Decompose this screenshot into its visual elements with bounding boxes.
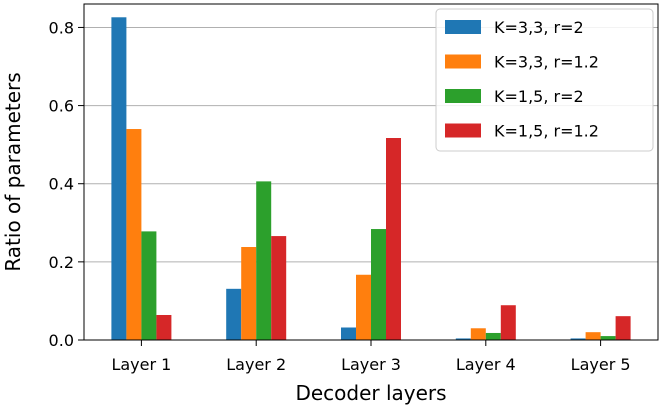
bar bbox=[570, 338, 586, 340]
bar bbox=[111, 17, 127, 340]
x-tick-label: Layer 4 bbox=[456, 355, 516, 374]
bar bbox=[600, 336, 616, 340]
bar bbox=[341, 327, 356, 340]
legend-swatch bbox=[445, 89, 481, 103]
bar bbox=[241, 247, 257, 340]
y-tick-label: 0.6 bbox=[49, 97, 74, 116]
y-tick-label: 0.0 bbox=[49, 331, 74, 350]
bar bbox=[386, 138, 401, 340]
bar bbox=[500, 305, 516, 340]
y-tick-label: 0.4 bbox=[49, 175, 74, 194]
bar bbox=[371, 229, 386, 340]
x-axis-title: Decoder layers bbox=[295, 381, 446, 405]
legend-label: K=1,5, r=2 bbox=[494, 87, 584, 106]
x-tick-label: Layer 2 bbox=[226, 355, 286, 374]
x-axis-ticks: Layer 1 Layer 2 Layer 3 Layer 4 Layer 5 bbox=[111, 340, 631, 374]
legend: K=3,3, r=2 K=3,3, r=1.2 K=1,5, r=2 K=1,5, r… bbox=[435, 8, 654, 152]
legend-label: K=1,5, r=1.2 bbox=[494, 122, 599, 141]
bar bbox=[256, 181, 272, 340]
bar bbox=[470, 328, 486, 340]
bar bbox=[271, 236, 287, 340]
legend-swatch bbox=[445, 20, 481, 34]
bar bbox=[126, 129, 142, 340]
y-axis-ticks: 0.0 0.2 0.4 0.6 0.8 bbox=[49, 18, 84, 350]
x-tick-label: Layer 5 bbox=[571, 355, 631, 374]
legend-box bbox=[435, 8, 654, 152]
y-axis-title: Ratio of parameters bbox=[1, 72, 25, 271]
bar bbox=[455, 338, 471, 340]
bar bbox=[141, 231, 157, 340]
bars bbox=[111, 17, 631, 340]
bar bbox=[585, 332, 601, 340]
legend-swatch bbox=[445, 123, 481, 138]
x-tick-label: Layer 3 bbox=[341, 355, 401, 374]
y-tick-label: 0.8 bbox=[49, 18, 74, 37]
legend-label: K=3,3, r=2 bbox=[494, 18, 584, 37]
legend-swatch bbox=[445, 54, 481, 69]
bar bbox=[356, 274, 371, 340]
y-tick-label: 0.2 bbox=[49, 253, 74, 272]
bar bbox=[156, 314, 172, 340]
bar bbox=[226, 288, 242, 340]
x-tick-label: Layer 1 bbox=[111, 355, 171, 374]
legend-label: K=3,3, r=1.2 bbox=[494, 53, 599, 72]
bar bbox=[615, 316, 631, 340]
bar bbox=[485, 332, 501, 340]
